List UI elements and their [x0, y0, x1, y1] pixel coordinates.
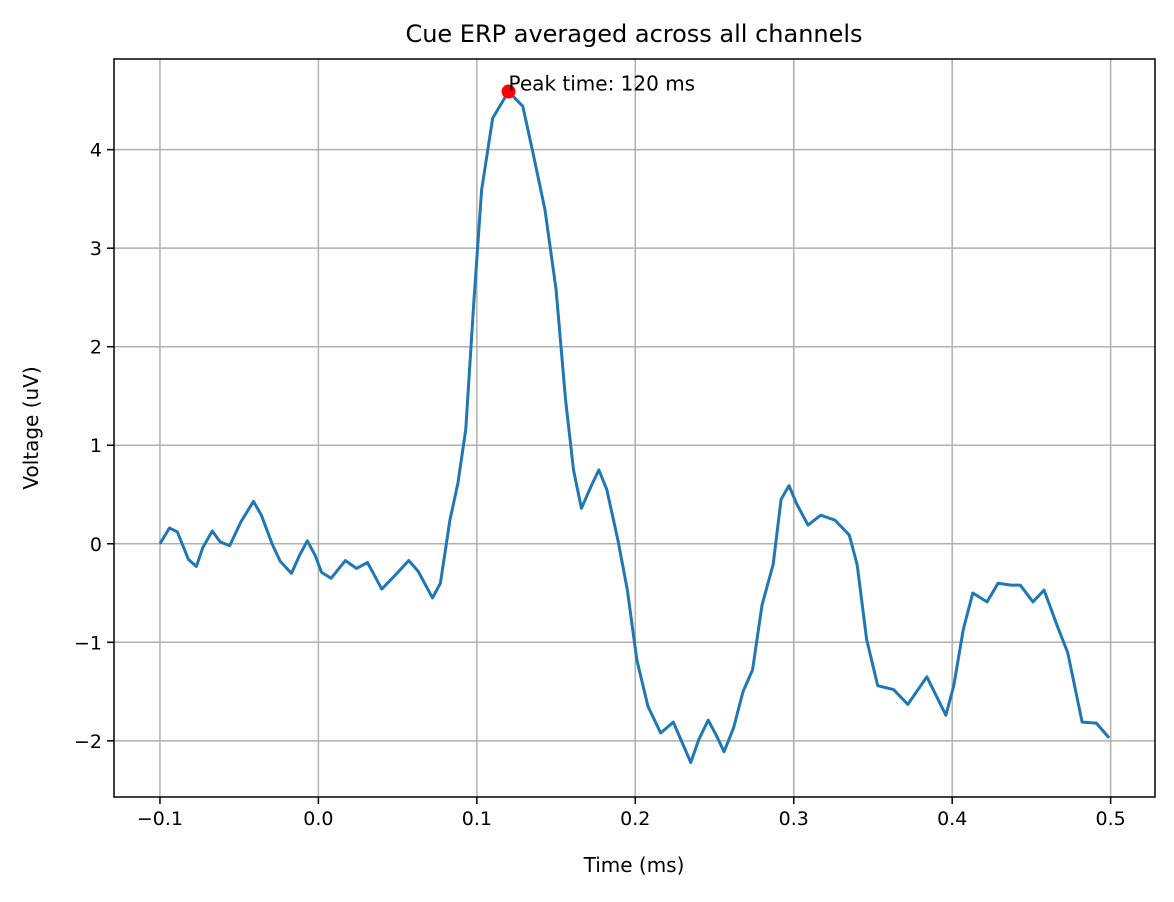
- y-tick-label: 3: [90, 238, 102, 260]
- plot-frame: [113, 58, 1156, 798]
- x-tick-label: 0.0: [303, 808, 333, 830]
- x-tick-label: 0.1: [462, 808, 492, 830]
- peak-annotation: Peak time: 120 ms: [509, 72, 696, 96]
- y-tick-label: −1: [74, 632, 102, 654]
- y-tick-label: −2: [74, 731, 102, 753]
- x-tick-label: 0.2: [620, 808, 650, 830]
- y-tick-label: 1: [90, 435, 102, 457]
- y-axis-label: Voltage (uV): [19, 366, 43, 489]
- chart-title: Cue ERP averaged across all channels: [405, 20, 862, 48]
- y-tick-label: 0: [90, 534, 102, 556]
- x-tick-label: 0.5: [1096, 808, 1126, 830]
- peak-marker: [501, 84, 516, 99]
- x-axis-label: Time (ms): [583, 853, 685, 877]
- x-tick-label: 0.4: [937, 808, 967, 830]
- data-line: [158, 90, 1111, 765]
- y-tick-label: 4: [90, 140, 102, 162]
- x-tick-label: 0.3: [779, 808, 809, 830]
- y-tick-label: 2: [90, 337, 102, 359]
- x-tick-label: −0.1: [137, 808, 183, 830]
